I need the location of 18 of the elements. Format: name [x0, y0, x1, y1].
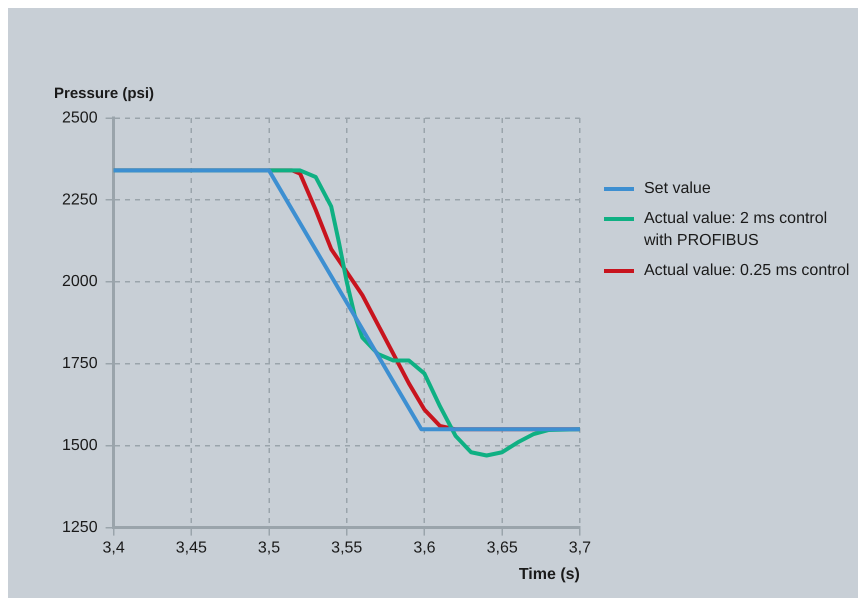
x-axis-title: Time (s): [518, 566, 580, 583]
y-tick-label: 1500: [62, 437, 98, 454]
legend-label: Actual value: 2 ms control with PROFIBUS: [644, 209, 828, 251]
x-tick-label: 3,5: [258, 540, 280, 557]
x-tick-label: 3,45: [176, 540, 207, 557]
legend-label: Actual value: 0.25 ms control: [644, 261, 850, 281]
x-tick-label: 3,55: [331, 540, 362, 557]
x-tick-label: 3,4: [102, 540, 125, 557]
y-tick-label: 1250: [62, 519, 98, 536]
x-tick-label: 3,6: [413, 540, 436, 557]
y-tick-label: 2500: [62, 109, 98, 126]
y-tick-label: 1750: [62, 355, 98, 372]
y-axis-title: Pressure (psi): [54, 85, 154, 102]
x-tick-label: 3,65: [486, 540, 518, 557]
y-tick-label: 2000: [62, 273, 98, 290]
y-tick-label: 2250: [62, 191, 98, 208]
x-tick-label: 3,7: [568, 540, 592, 557]
legend-label: Set value: [644, 179, 711, 199]
